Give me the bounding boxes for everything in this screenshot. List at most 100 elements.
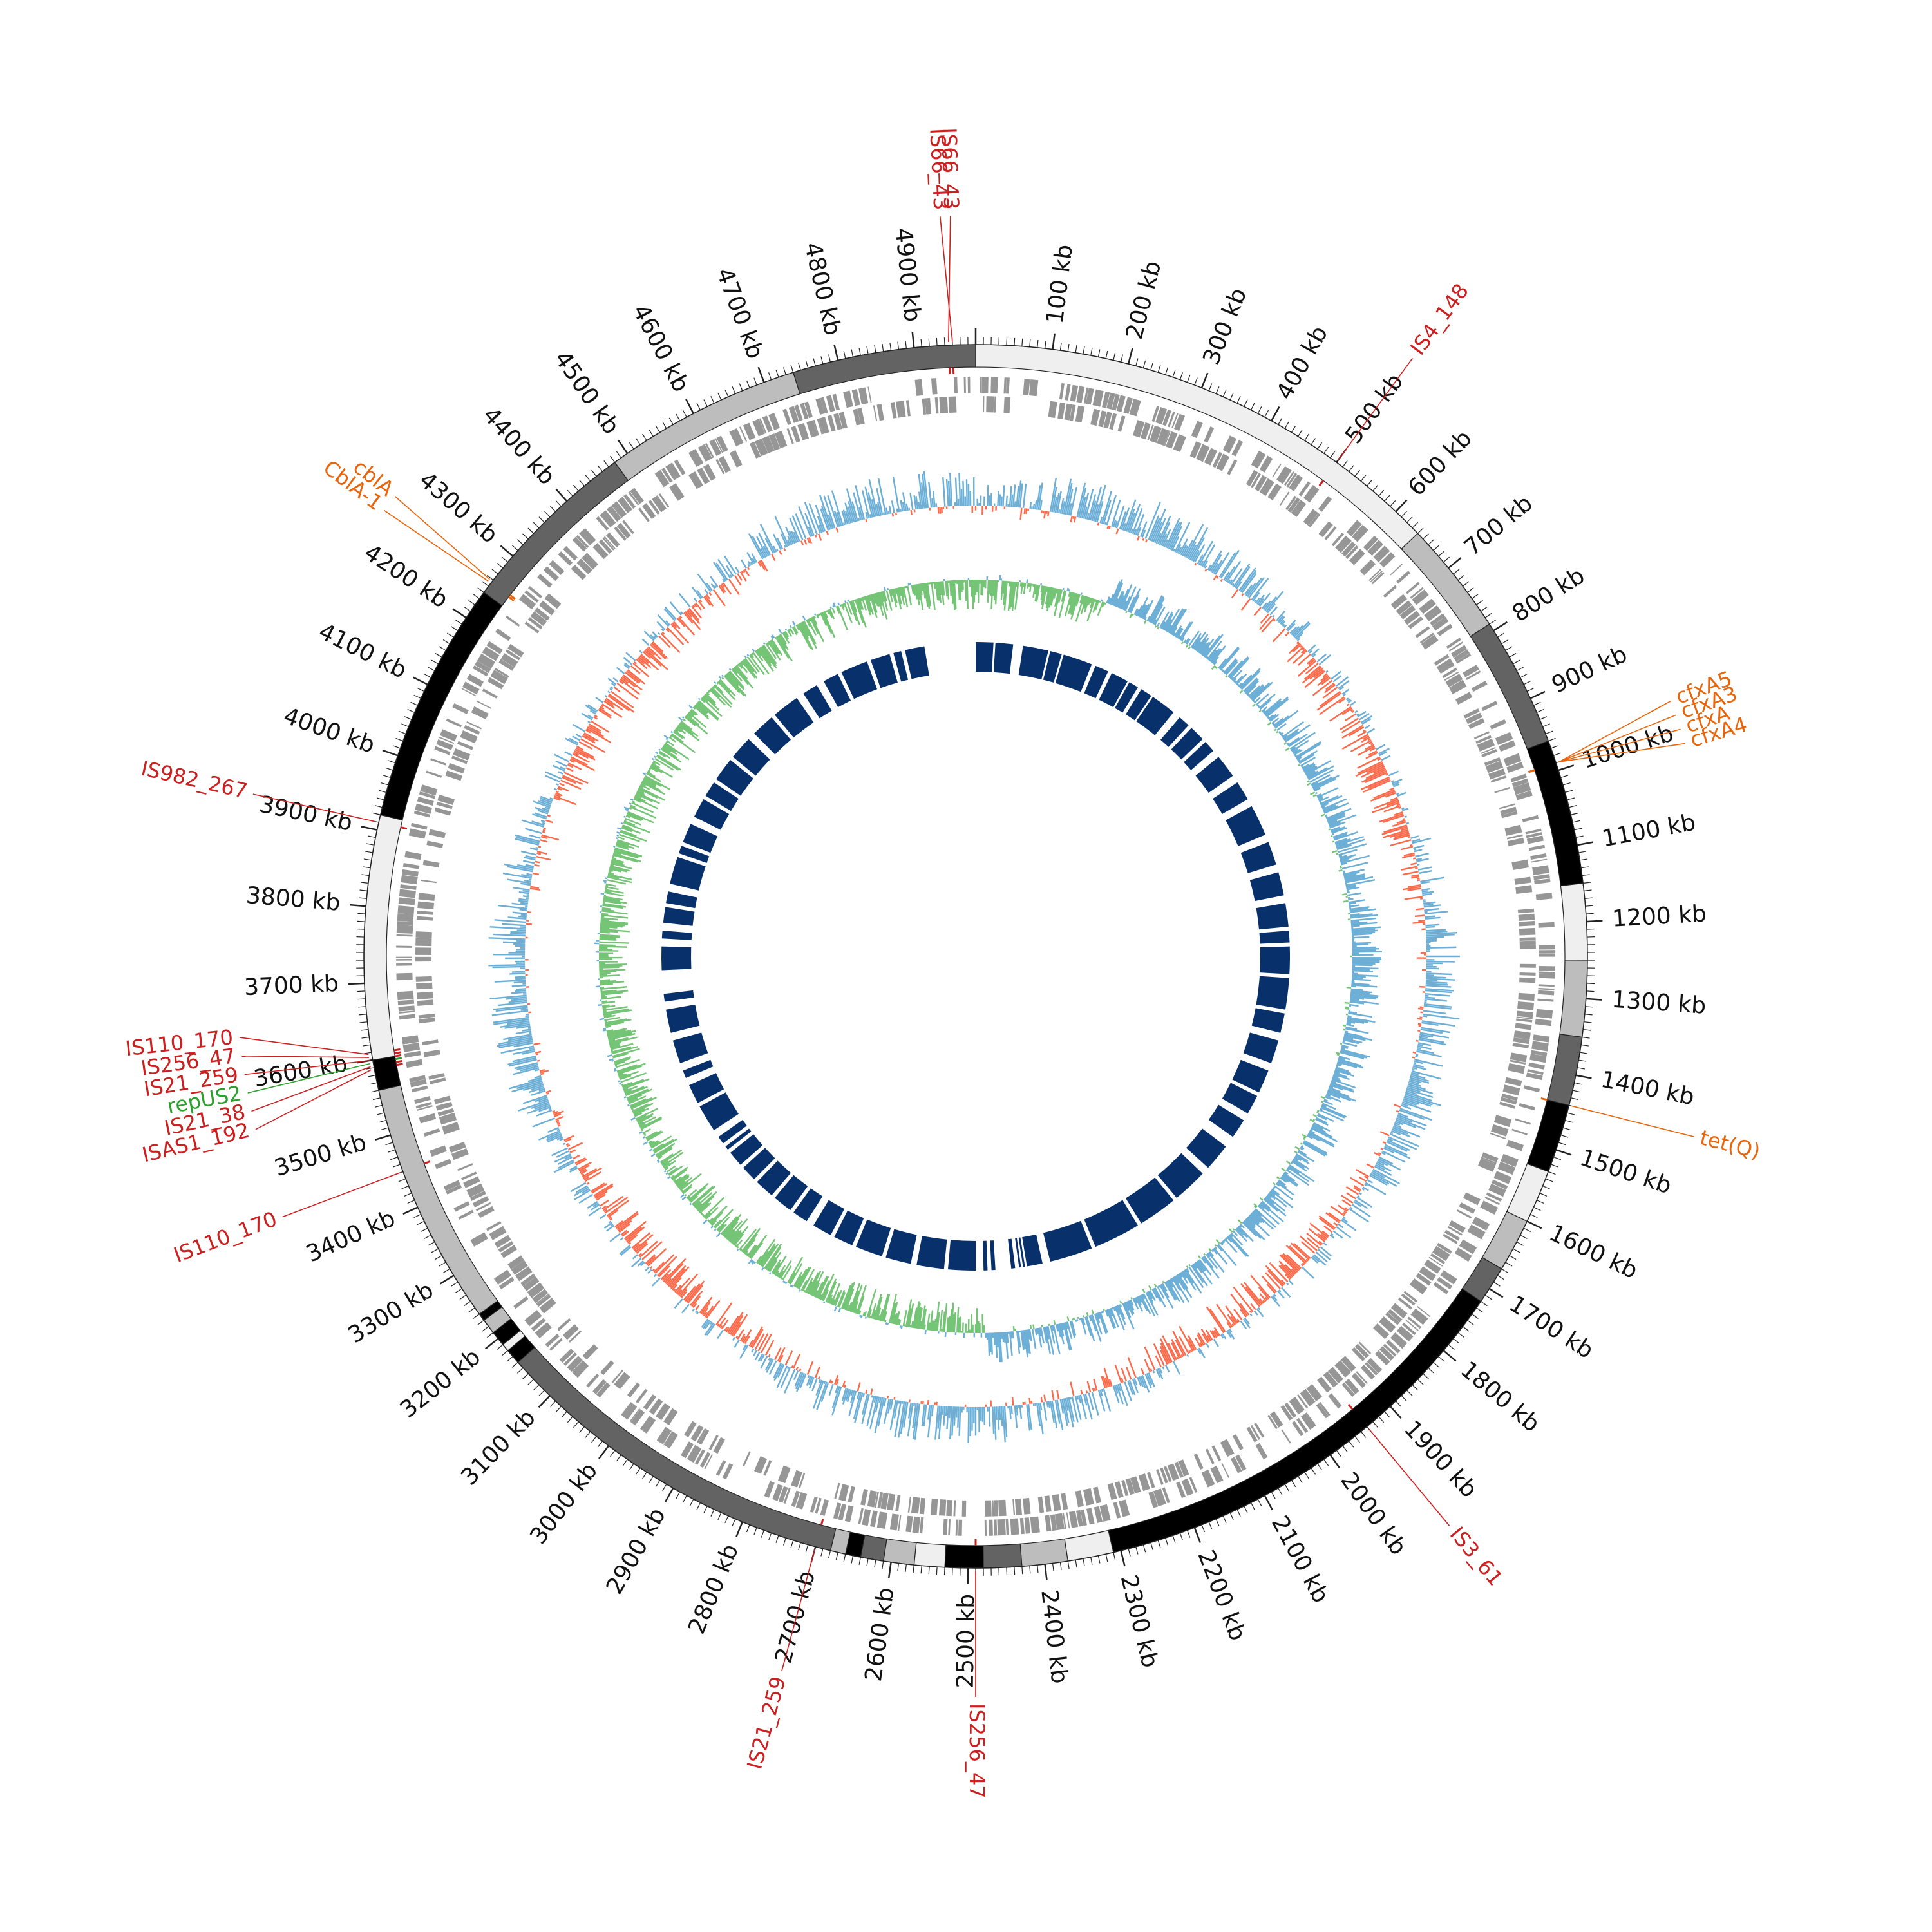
gc-content-bar xyxy=(1423,904,1441,908)
cds-block xyxy=(1272,463,1282,478)
gc-skew-bar xyxy=(1320,795,1343,806)
gc-content-bar xyxy=(1413,1063,1424,1068)
gc-content-bar xyxy=(511,902,528,906)
gc-content-bar xyxy=(683,612,694,624)
gc-content-bar xyxy=(1244,584,1253,596)
gc-skew-bar xyxy=(612,1052,629,1059)
gc-skew-bar xyxy=(653,760,661,766)
gc-content-bar xyxy=(560,766,566,770)
gc-skew-bar xyxy=(795,624,800,631)
gc-skew-bar xyxy=(616,840,630,846)
minor-tick xyxy=(473,1313,480,1319)
gc-content-bar xyxy=(983,1406,985,1425)
gc-skew-bar xyxy=(697,1195,715,1212)
gc-skew-bar xyxy=(833,1306,837,1312)
gc-content-bar xyxy=(543,828,546,830)
gc-skew-bar xyxy=(1007,581,1012,611)
gc-content-bar xyxy=(502,941,526,944)
gc-skew-bar xyxy=(1340,855,1370,864)
cds-block xyxy=(1160,1467,1168,1484)
cds-block xyxy=(1167,1463,1179,1481)
gc-content-bar xyxy=(1204,565,1208,569)
minor-tick xyxy=(435,1255,442,1260)
gc-skew-bar xyxy=(1261,706,1268,712)
gc-content-bar xyxy=(523,856,536,861)
gc-skew-bar xyxy=(771,1259,781,1274)
gc-content-bar xyxy=(1325,670,1329,674)
feature-leader-line xyxy=(282,1172,401,1218)
gc-skew-bar xyxy=(1294,1150,1298,1154)
gc-skew-bar xyxy=(1223,1239,1226,1242)
minor-tick xyxy=(739,383,743,391)
gc-skew-bar xyxy=(1338,1058,1362,1066)
gc-content-bar xyxy=(569,1149,576,1153)
scale-label: 4700 kb xyxy=(711,265,768,363)
gc-skew-bar xyxy=(639,1116,662,1129)
gc-content-bar xyxy=(779,550,782,555)
gc-skew-bar xyxy=(674,728,679,732)
gc-skew-bar xyxy=(791,620,796,627)
gc-content-bar xyxy=(743,1329,752,1343)
cds-block xyxy=(703,464,716,481)
gc-skew-bar xyxy=(829,1298,833,1304)
major-tick xyxy=(1200,372,1209,388)
gc-content-bar xyxy=(672,622,677,629)
cds-block xyxy=(623,494,636,509)
gc-content-bar xyxy=(865,1389,868,1394)
gc-content-bar xyxy=(800,540,804,545)
gc-skew-bar xyxy=(1079,594,1084,603)
gc-skew-bar xyxy=(899,1325,902,1328)
cds-block xyxy=(592,543,609,560)
gc-content-bar xyxy=(1188,1335,1197,1350)
gc-content-bar xyxy=(676,618,685,627)
cds-block xyxy=(397,999,415,1005)
gc-content-bar xyxy=(581,1173,585,1177)
gc-content-bar xyxy=(565,767,574,772)
cds-block xyxy=(815,1497,822,1514)
cds-block xyxy=(1023,1497,1031,1515)
gc-content-bar xyxy=(1416,858,1429,862)
contig-segment xyxy=(614,372,800,481)
cds-block xyxy=(834,1482,840,1499)
gc-skew-bar xyxy=(605,883,616,887)
gc-content-bar xyxy=(1421,887,1431,891)
gc-content-bar xyxy=(729,574,733,578)
gc-content-bar xyxy=(1336,676,1349,687)
gc-content-bar xyxy=(578,741,592,750)
minor-tick xyxy=(417,687,424,692)
cds-block xyxy=(694,1449,706,1465)
scale-label: 3800 kb xyxy=(245,882,341,916)
blast-hit xyxy=(1084,665,1108,699)
minor-tick xyxy=(746,380,750,388)
cds-block xyxy=(1396,600,1412,615)
minor-tick xyxy=(1558,1142,1566,1146)
cds-block xyxy=(889,1513,899,1531)
cds-block xyxy=(557,1318,571,1331)
gc-skew-bar xyxy=(1347,891,1350,894)
cds-block xyxy=(415,803,432,814)
gc-content-bar xyxy=(542,829,546,832)
gc-content-bar xyxy=(1263,600,1271,611)
gc-content-bar xyxy=(1281,1287,1291,1298)
gc-content-bar xyxy=(1119,511,1127,530)
gc-skew-bar xyxy=(686,1189,697,1199)
gc-skew-bar xyxy=(1296,756,1302,761)
gc-content-bar xyxy=(1383,824,1408,833)
cds-block xyxy=(396,945,413,948)
gc-content-bar xyxy=(1367,1179,1373,1184)
gc-skew-bar xyxy=(1292,748,1299,753)
minor-tick xyxy=(1367,480,1372,487)
gc-content-bar xyxy=(1280,1279,1286,1285)
feature-marker xyxy=(1318,480,1324,487)
gc-content-bar xyxy=(1319,690,1341,707)
gc-skew-bar xyxy=(684,716,696,726)
gc-skew-bar xyxy=(953,1312,956,1333)
gc-content-bar xyxy=(1257,1307,1261,1311)
cds-block xyxy=(1472,1217,1490,1231)
gc-skew-bar xyxy=(1325,1096,1332,1101)
major-tick xyxy=(439,1274,455,1285)
cds-block xyxy=(1399,605,1416,620)
cds-block xyxy=(486,1221,502,1231)
gc-skew-bar xyxy=(607,875,620,879)
gc-content-bar xyxy=(1407,887,1422,891)
